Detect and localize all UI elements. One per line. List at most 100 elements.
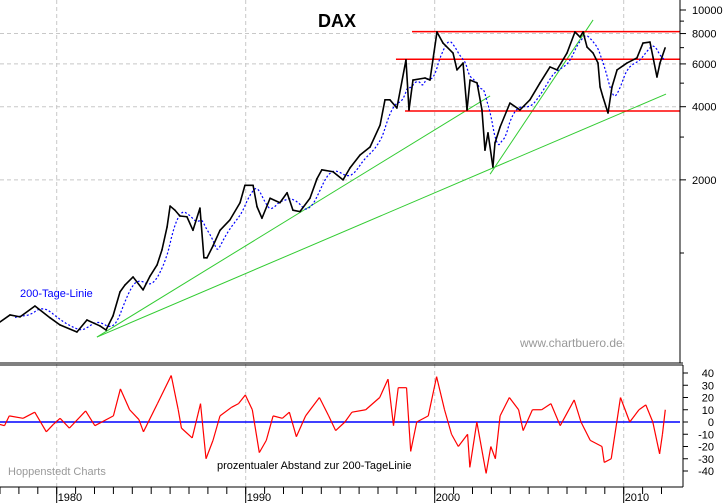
dax-price-segment bbox=[174, 209, 181, 217]
trendlines bbox=[96, 19, 667, 338]
dax-price-segment bbox=[316, 168, 323, 180]
y-tick-label: 8000 bbox=[692, 29, 716, 41]
oscillator-segment bbox=[129, 409, 140, 420]
dax-price-segment bbox=[652, 56, 658, 78]
ma-200-line bbox=[14, 35, 666, 331]
oscillator-segment bbox=[379, 378, 389, 398]
oscillator-segment bbox=[22, 411, 36, 419]
oscillator-segment bbox=[295, 415, 307, 437]
oscillator-segment bbox=[305, 397, 320, 417]
dax-price-segment bbox=[19, 305, 36, 318]
oscillator-segment bbox=[659, 434, 664, 454]
dax-price-segment bbox=[299, 197, 311, 213]
oscillator-segment bbox=[645, 404, 654, 423]
dax-price-segment bbox=[34, 305, 51, 319]
dax-price-segment bbox=[112, 291, 121, 317]
oscillator-segment bbox=[410, 421, 418, 452]
oscillator-segment bbox=[457, 433, 469, 447]
dax-price-segment bbox=[611, 69, 618, 88]
dax-price-segment bbox=[124, 276, 134, 286]
dax-price-segment bbox=[499, 102, 511, 128]
oscillator-segment bbox=[365, 397, 381, 411]
oscillator-segment bbox=[638, 404, 647, 411]
dax-price-segment bbox=[342, 167, 351, 181]
dax-price-segment bbox=[649, 41, 654, 58]
grid-layer bbox=[0, 0, 680, 487]
oscillator-segment bbox=[318, 397, 330, 417]
oscillator-segment bbox=[142, 403, 158, 433]
y-tick-label: 10000 bbox=[692, 5, 723, 17]
oscillator-segment bbox=[427, 376, 438, 416]
dax-price-segment bbox=[309, 177, 318, 200]
dax-price-segment bbox=[487, 132, 494, 168]
dax-price-segment bbox=[256, 205, 263, 220]
oscillator-segment bbox=[119, 388, 131, 410]
oscillator-segment bbox=[661, 409, 666, 435]
dax-price-segment bbox=[599, 86, 604, 98]
dax-price-segment bbox=[349, 154, 361, 169]
oscillator-segment bbox=[469, 421, 478, 468]
oscillator-segment bbox=[550, 403, 561, 426]
oscillator-segment bbox=[281, 411, 290, 419]
dax-price-segment bbox=[229, 201, 241, 221]
oscillator-segment bbox=[3, 415, 10, 426]
oscillator-segment bbox=[508, 397, 520, 411]
watermark: www.chartbuero.de bbox=[519, 336, 623, 350]
dax-price-segment bbox=[142, 275, 151, 291]
dax-price-segment bbox=[476, 82, 483, 111]
oscillator-segment bbox=[59, 417, 70, 429]
chart-title: DAX bbox=[318, 11, 356, 31]
dax-price-segment bbox=[99, 325, 107, 331]
dax-price-segment bbox=[424, 77, 431, 81]
dax-price-segment bbox=[607, 86, 613, 114]
oscillator-segment bbox=[629, 409, 640, 423]
dax-price-segment bbox=[279, 191, 288, 204]
oscillator-segment bbox=[466, 434, 471, 468]
dax-price-segment bbox=[574, 31, 581, 38]
osc-y-tick-label: -10 bbox=[698, 429, 714, 441]
dax-price-segment bbox=[156, 249, 163, 266]
oscillator-segment bbox=[205, 440, 214, 459]
dax-price-segment bbox=[549, 66, 558, 71]
oscillator-segment bbox=[573, 399, 582, 423]
oscillator-segment bbox=[559, 399, 575, 426]
dax-price-segment bbox=[0, 314, 11, 323]
oscillator-segment bbox=[212, 415, 221, 441]
oscillator-segment bbox=[610, 397, 622, 459]
x-tick-label: 2000 bbox=[436, 492, 460, 503]
oscillator-segment bbox=[443, 409, 453, 435]
dax-price-segment bbox=[481, 109, 486, 151]
dax-price-segment bbox=[169, 205, 176, 212]
dax-price-segment bbox=[76, 319, 88, 333]
oscillator-segment bbox=[490, 446, 496, 459]
oscillator-segment bbox=[485, 446, 492, 474]
dax-price-segment bbox=[529, 82, 541, 101]
oscillator-segment bbox=[45, 424, 54, 433]
oscillator-segment bbox=[34, 411, 47, 433]
oscillator-segment bbox=[601, 446, 605, 463]
oscillator-segment bbox=[387, 379, 395, 426]
x-tick-label: 2010 bbox=[625, 492, 649, 503]
dax-price-segment bbox=[586, 46, 594, 54]
oscillator-segment bbox=[68, 410, 87, 429]
oscillator-segment bbox=[392, 387, 399, 426]
trendline bbox=[96, 95, 491, 338]
oscillator-segment bbox=[351, 409, 366, 413]
dax-price-segment bbox=[292, 209, 301, 213]
dax-price-segment bbox=[161, 226, 168, 251]
dax-price-segment bbox=[9, 314, 21, 318]
oscillator-segment bbox=[244, 394, 253, 411]
oscillator-title: prozentualer Abstand zur 200-TageLinie bbox=[217, 460, 411, 472]
oscillator-segment bbox=[0, 423, 5, 427]
oscillator-segment bbox=[177, 409, 183, 429]
dax-price-segment bbox=[466, 79, 471, 111]
dax-price-segment bbox=[49, 317, 61, 326]
x-tick-label: 1990 bbox=[247, 492, 271, 503]
dax-price-segment bbox=[509, 102, 521, 111]
oscillator-series bbox=[0, 375, 680, 474]
oscillator-segment bbox=[258, 440, 267, 453]
osc-y-tick-label: 30 bbox=[702, 380, 714, 392]
oscillator-segment bbox=[85, 410, 96, 426]
y-tick-label: 6000 bbox=[692, 59, 716, 71]
